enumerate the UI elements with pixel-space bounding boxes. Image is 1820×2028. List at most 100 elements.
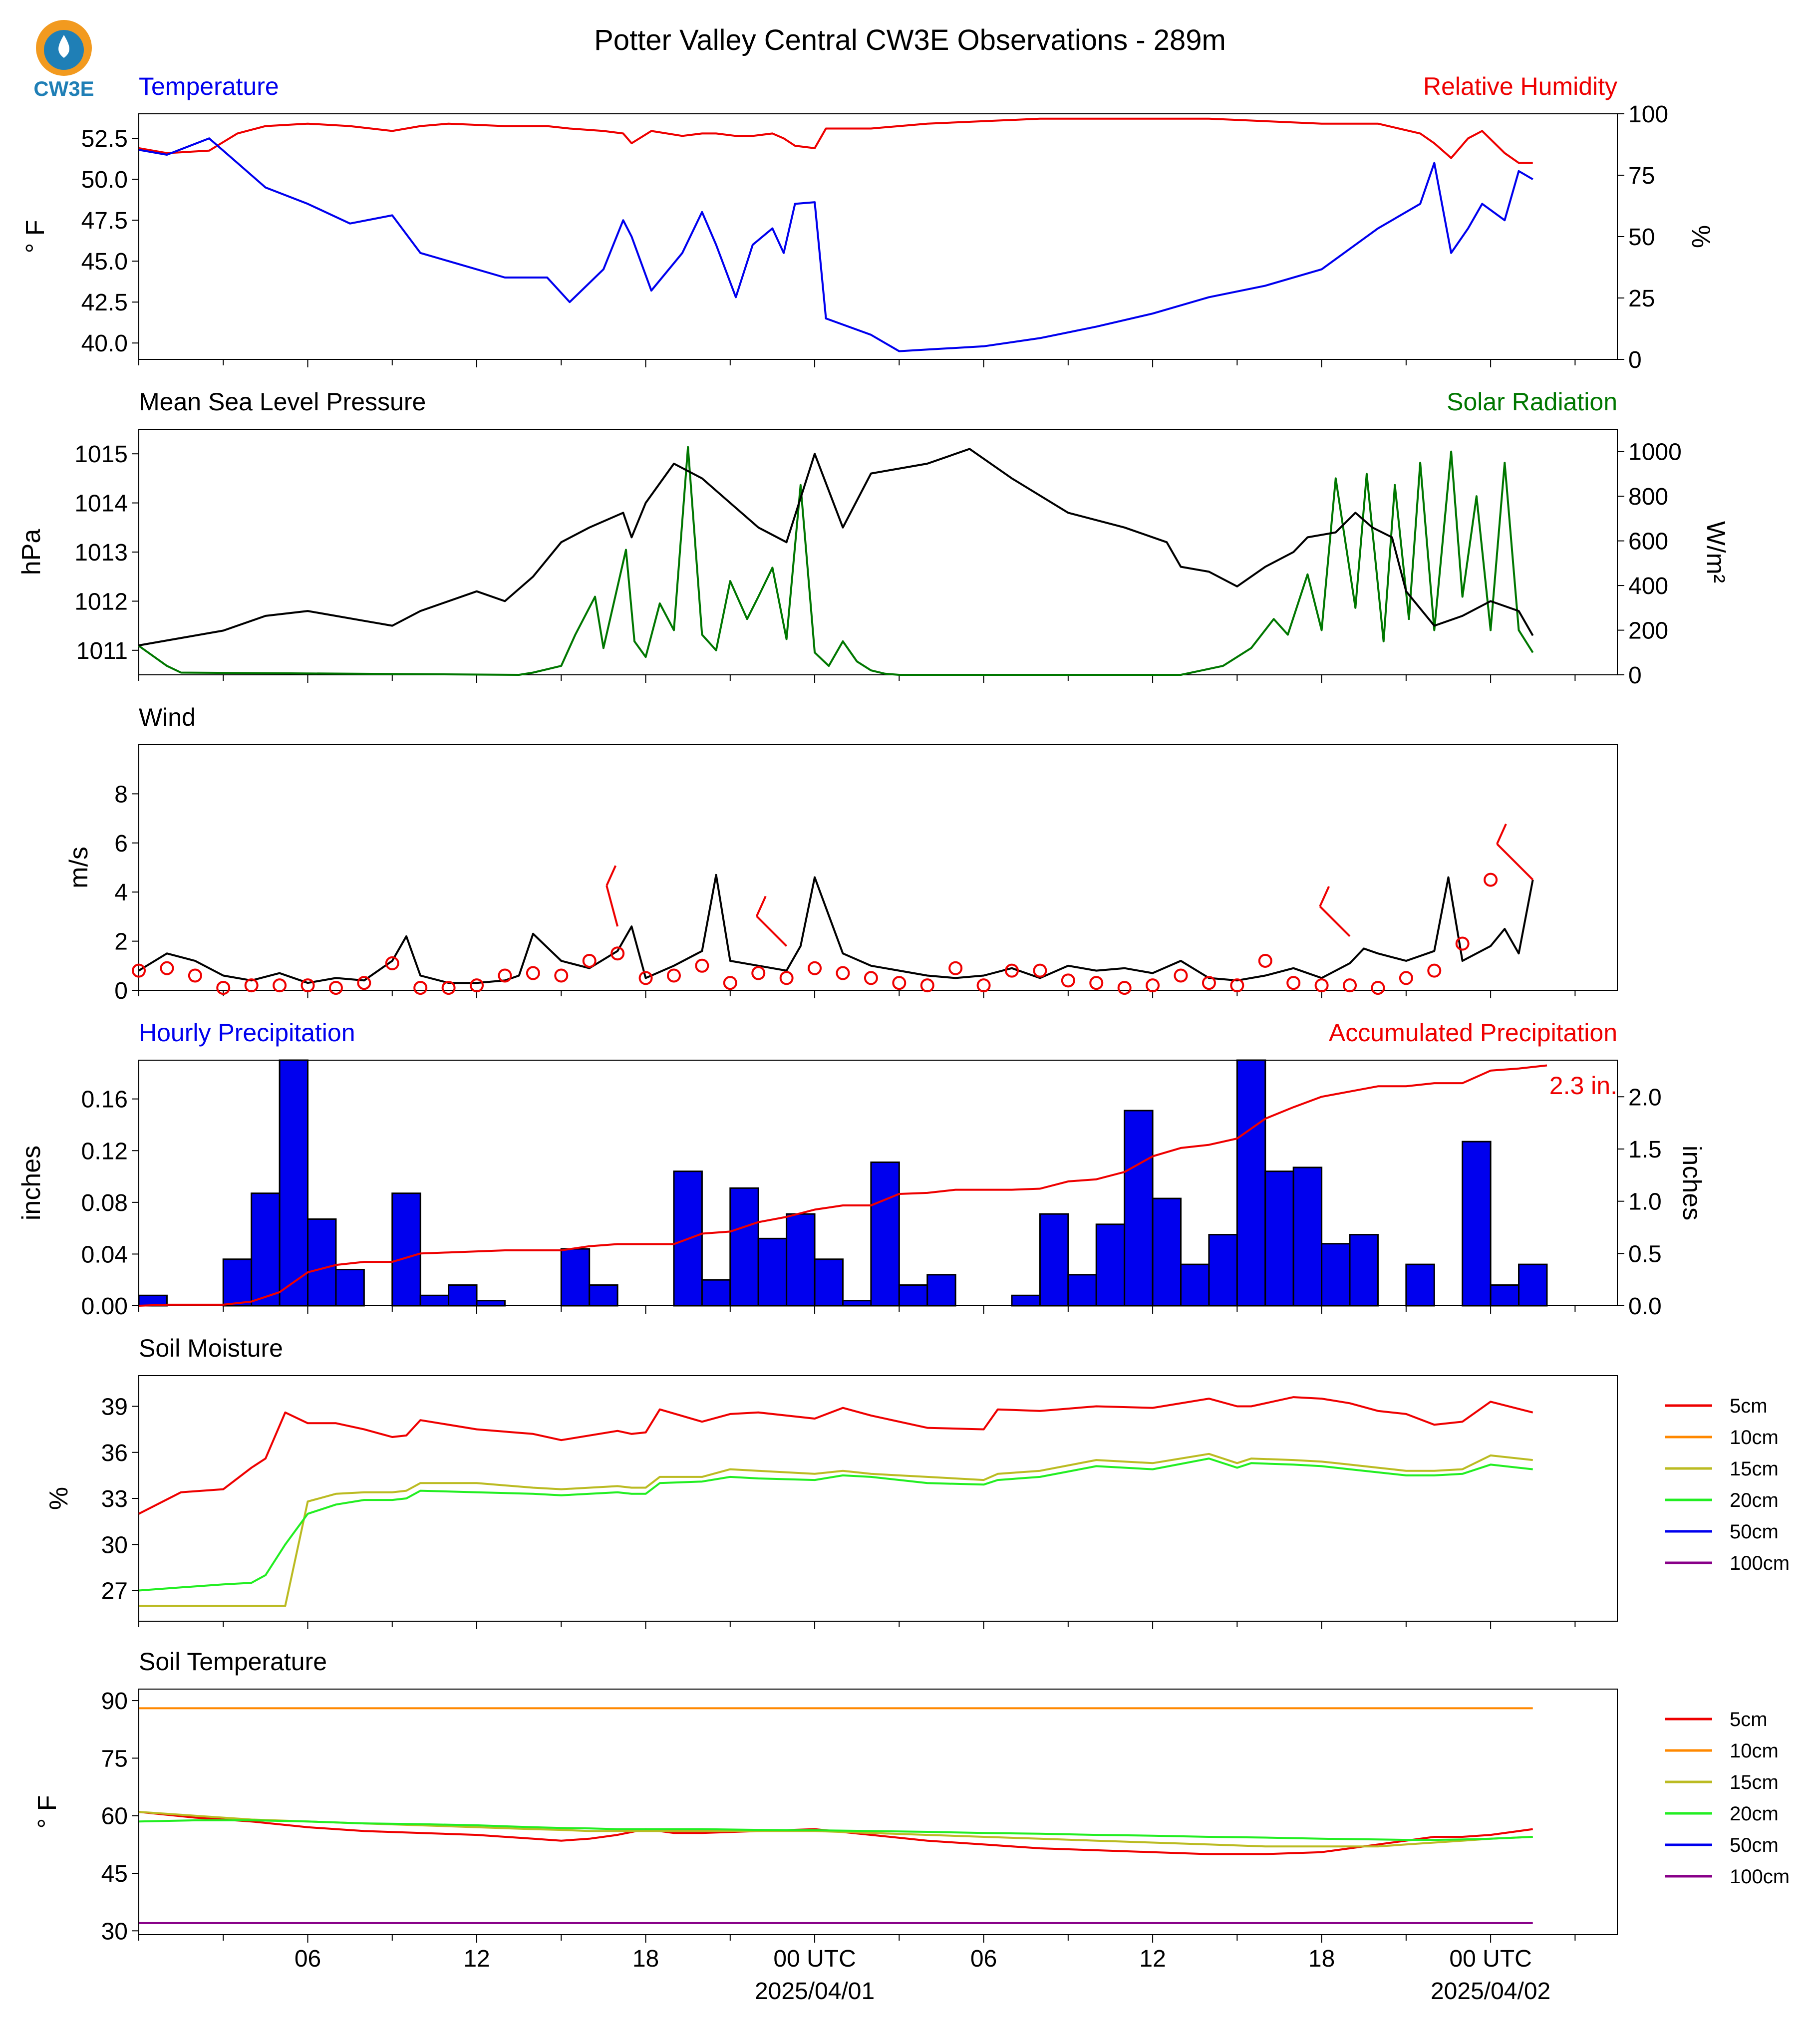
precip-bar [448,1284,478,1307]
y-tick-label: 6 [114,831,128,857]
y2-tick-label: 800 [1628,484,1668,510]
precip-bar [1405,1263,1435,1307]
precip-bar [307,1218,337,1307]
calm-wind-marker [1230,978,1244,993]
calm-wind-marker [216,981,231,995]
series-line-5cm [138,1811,1533,1855]
wind-barb-flag [1496,823,1507,845]
y-axis-ticks: 39 36 33 30 27 [101,1394,139,1605]
x-tick-label: 00 UTC [773,1946,856,1972]
series-line-20cm [138,1457,1533,1592]
humidity-line [138,117,1533,164]
calm-wind-marker [1004,963,1019,978]
precip-bar [1208,1234,1238,1307]
y-tick-label: 30 [101,1918,128,1945]
y-tick-label: 45 [101,1861,128,1887]
precip-bar [701,1279,731,1307]
pressure-solar-panel: Mean Sea Level Pressure Solar Radiation … [17,388,1730,689]
accum-precip-label: Accumulated Precipitation [1329,1019,1617,1047]
y2-tick-label: 0 [1628,347,1642,373]
legend-label: 10cm [1730,1740,1779,1762]
precip-bar [926,1274,956,1307]
calm-wind-marker [1484,872,1498,887]
calm-wind-marker [357,976,371,990]
y-tick-label: 50.0 [81,167,128,193]
precip-bar [1490,1284,1520,1307]
calm-wind-marker [328,981,343,995]
precip-bar [1462,1141,1492,1307]
calm-wind-marker [1427,963,1442,978]
time-axis-labels: 06 12 18 00 UTC 06 12 18 00 UTC 2025/04/01 2025/0… [295,1946,1550,2005]
x-tick-label: 18 [632,1946,659,1972]
y2-axis-ticks: 100 75 50 25 0 [1617,101,1668,373]
y-tick-label: 1013 [74,540,128,566]
hourly-precip-label: Hourly Precipitation [139,1019,355,1047]
y-tick-label: 52.5 [81,126,128,152]
calm-wind-marker [1314,978,1329,993]
precip-bar [476,1300,506,1307]
y-tick-label: 8 [114,781,128,808]
y2-tick-label: 0 [1628,662,1642,689]
precip-bar [729,1187,759,1307]
y2-axis-label: W/m² [1701,521,1730,583]
precip-bar [1321,1243,1351,1307]
y2-tick-label: 400 [1628,573,1668,599]
y-axis-ticks: 8 6 4 2 0 [114,781,139,1004]
soil-temperature-label: Soil Temperature [139,1648,327,1676]
y-tick-label: 45.0 [81,249,128,275]
y-axis-label: hPa [17,529,46,576]
y2-tick-label: 100 [1628,101,1668,128]
soil-moisture-panel: Soil Moisture 39 36 33 30 27 % 5cm 10cm 15cm 20… [44,1334,1790,1629]
wind-barb [756,915,788,947]
calm-wind-marker [498,968,512,983]
calm-wind-marker [1371,981,1385,995]
calm-wind-marker [1174,968,1188,983]
y-tick-label: 0.08 [81,1190,128,1216]
y2-axis-label: inches [1677,1146,1706,1220]
calm-wind-marker [1061,973,1075,988]
legend-label: 5cm [1730,1709,1768,1731]
pressure-line [138,448,1534,646]
y2-axis-label: % [1686,225,1715,248]
calm-wind-marker [638,971,653,985]
y-axis-ticks: 1015 1014 1013 1012 1011 [74,441,139,664]
temperature-humidity-panel: Temperature Relative Humidity 52.5 50.0 47… [21,72,1715,373]
calm-wind-marker [554,968,569,983]
precip-bar [391,1192,421,1307]
calm-wind-marker [273,978,287,993]
calm-wind-marker [1343,978,1357,993]
calm-wind-marker [1399,971,1413,985]
x-tick-label: 12 [1139,1946,1166,1972]
calm-wind-marker [582,953,597,968]
calm-wind-marker [1202,976,1216,990]
precip-bar [1349,1234,1379,1307]
x-date-label: 2025/04/01 [755,1978,875,2005]
y-tick-label: 0.12 [81,1138,128,1164]
precip-bar [560,1248,591,1307]
y-tick-label: 42.5 [81,290,128,316]
solar-radiation-line [138,446,1534,676]
solar-label: Solar Radiation [1447,388,1617,416]
soil-temperature-panel: Soil Temperature 90 75 60 45 30 ° F 5cm 10cm 1… [33,1648,1790,2005]
x-axis-ticks [138,1621,1576,1629]
precip-bar [1264,1170,1294,1307]
y2-tick-label: 1.0 [1628,1189,1662,1215]
precip-bar [1039,1213,1069,1307]
accumulated-precip-line [138,1064,1547,1307]
wind-barb [1496,843,1534,881]
x-tick-label: 06 [295,1946,321,1972]
y-tick-label: 30 [101,1532,128,1558]
wind-barb [606,885,619,927]
y-tick-label: 47.5 [81,208,128,234]
calm-wind-marker [1146,978,1160,993]
y-tick-label: 60 [101,1803,128,1830]
calm-wind-marker [920,978,934,993]
calm-wind-marker [808,961,822,975]
y-tick-label: 0.16 [81,1087,128,1113]
calm-wind-marker [132,963,146,978]
calm-wind-marker [836,966,850,980]
wind-panel: Wind 8 6 4 2 0 m/s [64,703,1618,1004]
y-tick-label: 0 [114,978,128,1004]
series-line-20cm [138,1819,1533,1841]
series-line-15cm [139,1452,1533,1607]
